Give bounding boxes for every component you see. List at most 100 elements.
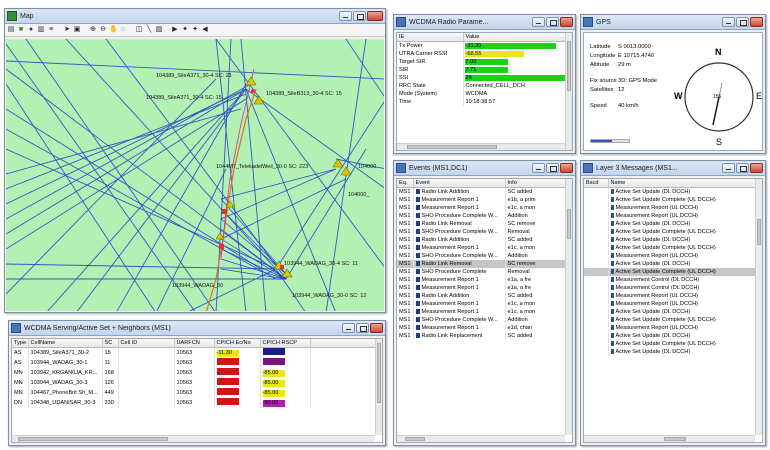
- message-row[interactable]: Active Set Update Complete (UL DCCH): [584, 268, 762, 276]
- message-row[interactable]: Active Set Update Complete (UL DCCH): [584, 228, 762, 236]
- column-header-cellname[interactable]: CellName: [28, 339, 103, 348]
- site-label[interactable]: 104389_SileA371_30-4 SC: 21: [156, 73, 232, 79]
- message-row[interactable]: Measurement Report (UL DCCH): [584, 252, 762, 260]
- step-icon[interactable]: ✦: [192, 26, 198, 33]
- message-row[interactable]: Active Set Update Complete (UL DCCH): [584, 340, 762, 348]
- close-button[interactable]: [750, 163, 763, 173]
- column-header-bscd[interactable]: Bscd: [584, 179, 609, 188]
- gps-titlebar[interactable]: GPS: [581, 15, 765, 30]
- event-row[interactable]: MS1 Radio Link Addition SC added: [397, 236, 572, 244]
- message-row[interactable]: Measurement Report (UL DCCH): [584, 300, 762, 308]
- vertical-scrollbar[interactable]: [755, 179, 762, 435]
- event-row[interactable]: MS1 Measurement Report 1 e1c, a mon: [397, 244, 572, 252]
- site-label[interactable]: 1044M7_TelekadelWeil_30-0 SC: 223: [216, 164, 309, 170]
- table-row[interactable]: SIR 7.71: [397, 66, 572, 74]
- close-button[interactable]: [367, 11, 383, 21]
- table-row[interactable]: RRC State Connected_CELL_DCH: [397, 82, 572, 90]
- maximize-button[interactable]: [736, 17, 749, 27]
- list-icon[interactable]: ≡: [48, 26, 54, 33]
- vertical-scrollbar[interactable]: [565, 33, 572, 150]
- event-row[interactable]: MS1 Radio Link Addition SC added: [397, 187, 572, 196]
- cell-row[interactable]: AS 104389_SileA371_30-2 15 10563 -11.30: [12, 347, 382, 358]
- message-row[interactable]: Active Set Update (DL DCCH): [584, 187, 762, 196]
- maximize-button[interactable]: [546, 17, 559, 27]
- forward-icon[interactable]: ✦: [182, 26, 188, 33]
- message-row[interactable]: Active Set Update Complete (UL DCCH): [584, 316, 762, 324]
- events-titlebar[interactable]: Events (MS1,DC1): [394, 161, 575, 176]
- horizontal-scrollbar[interactable]: [12, 435, 375, 442]
- event-row[interactable]: MS1 SHO Procedure Complete W... Addition: [397, 252, 572, 260]
- table-row[interactable]: SSI 28: [397, 74, 572, 82]
- rewind-icon[interactable]: ◀: [202, 26, 208, 33]
- ruler-icon[interactable]: ╲: [146, 26, 152, 33]
- site-label[interactable]: 104389_SileA371_30-4 SC: 15: [146, 95, 222, 101]
- vertical-scrollbar[interactable]: [375, 339, 382, 435]
- event-row[interactable]: MS1 SHO Procedure Complete W... Removal: [397, 228, 572, 236]
- cell-row[interactable]: MN 103944_WADAG_30-3 126 10563 -85.00: [12, 378, 382, 388]
- minimize-button[interactable]: [722, 163, 735, 173]
- event-row[interactable]: MS1 Measurement Report 1 e1a, a fre: [397, 276, 572, 284]
- minimize-button[interactable]: [339, 11, 352, 21]
- message-row[interactable]: Active Set Update Complete (UL DCCH): [584, 196, 762, 204]
- message-row[interactable]: Active Set Update (DL DCCH): [584, 220, 762, 228]
- site-label[interactable]: 103944_WADAG_30: [172, 283, 224, 289]
- column-header-ie[interactable]: IE: [397, 33, 464, 42]
- site-label[interactable]: 103944_WADAG_30-0 SC: 12: [292, 293, 367, 299]
- column-header-eq[interactable]: Eq.: [397, 179, 414, 188]
- table-row[interactable]: Tx Power -31.30: [397, 41, 572, 50]
- cell-row[interactable]: MN 103942_KRGAN0JA_KR... 168 10563 -85.00: [12, 368, 382, 378]
- vertical-scrollbar[interactable]: [565, 179, 572, 435]
- minimize-button[interactable]: [532, 17, 545, 27]
- event-row[interactable]: MS1 Radio Link Removal SC remove: [397, 260, 572, 268]
- event-row[interactable]: MS1 Radio Link Replacement SC added: [397, 332, 572, 340]
- radio-params-titlebar[interactable]: WCDMA Radio Parame...: [394, 15, 575, 30]
- event-row[interactable]: MS1 SHO Procedure Complete W... Addition: [397, 316, 572, 324]
- legend-icon[interactable]: ▥: [37, 26, 45, 33]
- event-row[interactable]: MS1 Radio Link Addition SC added: [397, 292, 572, 300]
- column-header-info[interactable]: Info: [505, 179, 572, 188]
- message-row[interactable]: Measurement Report (UL DCCH): [584, 212, 762, 220]
- event-row[interactable]: MS1 Measurement Report 1 e1c, a mon: [397, 308, 572, 316]
- table-row[interactable]: UTRA Carrier RSSI -68.55: [397, 50, 572, 58]
- close-button[interactable]: [370, 323, 383, 333]
- horizontal-scrollbar[interactable]: [584, 435, 755, 442]
- message-row[interactable]: Measurement Report (UL DCCH): [584, 204, 762, 212]
- event-row[interactable]: MS1 SHO Procedure Complete W... Addition: [397, 212, 572, 220]
- message-row[interactable]: Active Set Update (DL DCCH): [584, 260, 762, 268]
- maximize-button[interactable]: [736, 163, 749, 173]
- close-button[interactable]: [750, 17, 763, 27]
- message-row[interactable]: Measurement Report (UL DCCH): [584, 292, 762, 300]
- maximize-button[interactable]: [353, 11, 366, 21]
- column-header-value[interactable]: Value: [463, 33, 572, 42]
- message-row[interactable]: Active Set Update (DL DCCH): [584, 308, 762, 316]
- measure-icon[interactable]: ▨: [155, 26, 163, 33]
- column-header-event[interactable]: Event: [413, 179, 506, 188]
- event-row[interactable]: MS1 Measurement Report 1 e1a, a fre: [397, 284, 572, 292]
- close-button[interactable]: [560, 163, 573, 173]
- layer3-titlebar[interactable]: Layer 3 Messages (MS1...: [581, 161, 765, 176]
- minimize-button[interactable]: [532, 163, 545, 173]
- table-row[interactable]: Mode (System) WCDMA: [397, 90, 572, 98]
- cell-row[interactable]: AS 103944_WADAG_30-1 11 10563: [12, 358, 382, 368]
- column-header-rscp[interactable]: CPICH RSCP: [260, 339, 311, 348]
- site-label[interactable]: 104000_: [348, 192, 370, 198]
- info-icon[interactable]: ●: [28, 26, 34, 33]
- serving-titlebar[interactable]: WCDMA Serving/Active Set + Neighbors (MS…: [9, 321, 385, 336]
- column-header-sc[interactable]: SC: [102, 339, 119, 348]
- horizontal-scrollbar[interactable]: [397, 143, 565, 150]
- event-row[interactable]: MS1 Measurement Report 1 e1c, a mon: [397, 204, 572, 212]
- column-header-type[interactable]: Type: [12, 339, 29, 348]
- table-row[interactable]: Time 10:18:38.57: [397, 98, 572, 106]
- column-header-name[interactable]: Name: [608, 179, 762, 188]
- play-icon[interactable]: ▶: [172, 26, 178, 33]
- message-row[interactable]: Active Set Update Complete (UL DCCH): [584, 244, 762, 252]
- event-row[interactable]: MS1 Measurement Report 1 e1b, a prim: [397, 196, 572, 204]
- site-label[interactable]: 104389_SileB313_30-4 SC: 15: [266, 91, 342, 97]
- cell-row[interactable]: DN 104348_UDANISAR_30-3 330 10563 -90.00: [12, 398, 382, 408]
- column-header-ecno[interactable]: CPICH Ec/No: [214, 339, 261, 348]
- minimize-button[interactable]: [722, 17, 735, 27]
- pan-icon[interactable]: ✋: [109, 26, 118, 33]
- layer-icon[interactable]: ▤: [7, 26, 15, 33]
- select-icon[interactable]: ▣: [73, 26, 81, 33]
- message-row[interactable]: Measurement Control (DL DCCH): [584, 276, 762, 284]
